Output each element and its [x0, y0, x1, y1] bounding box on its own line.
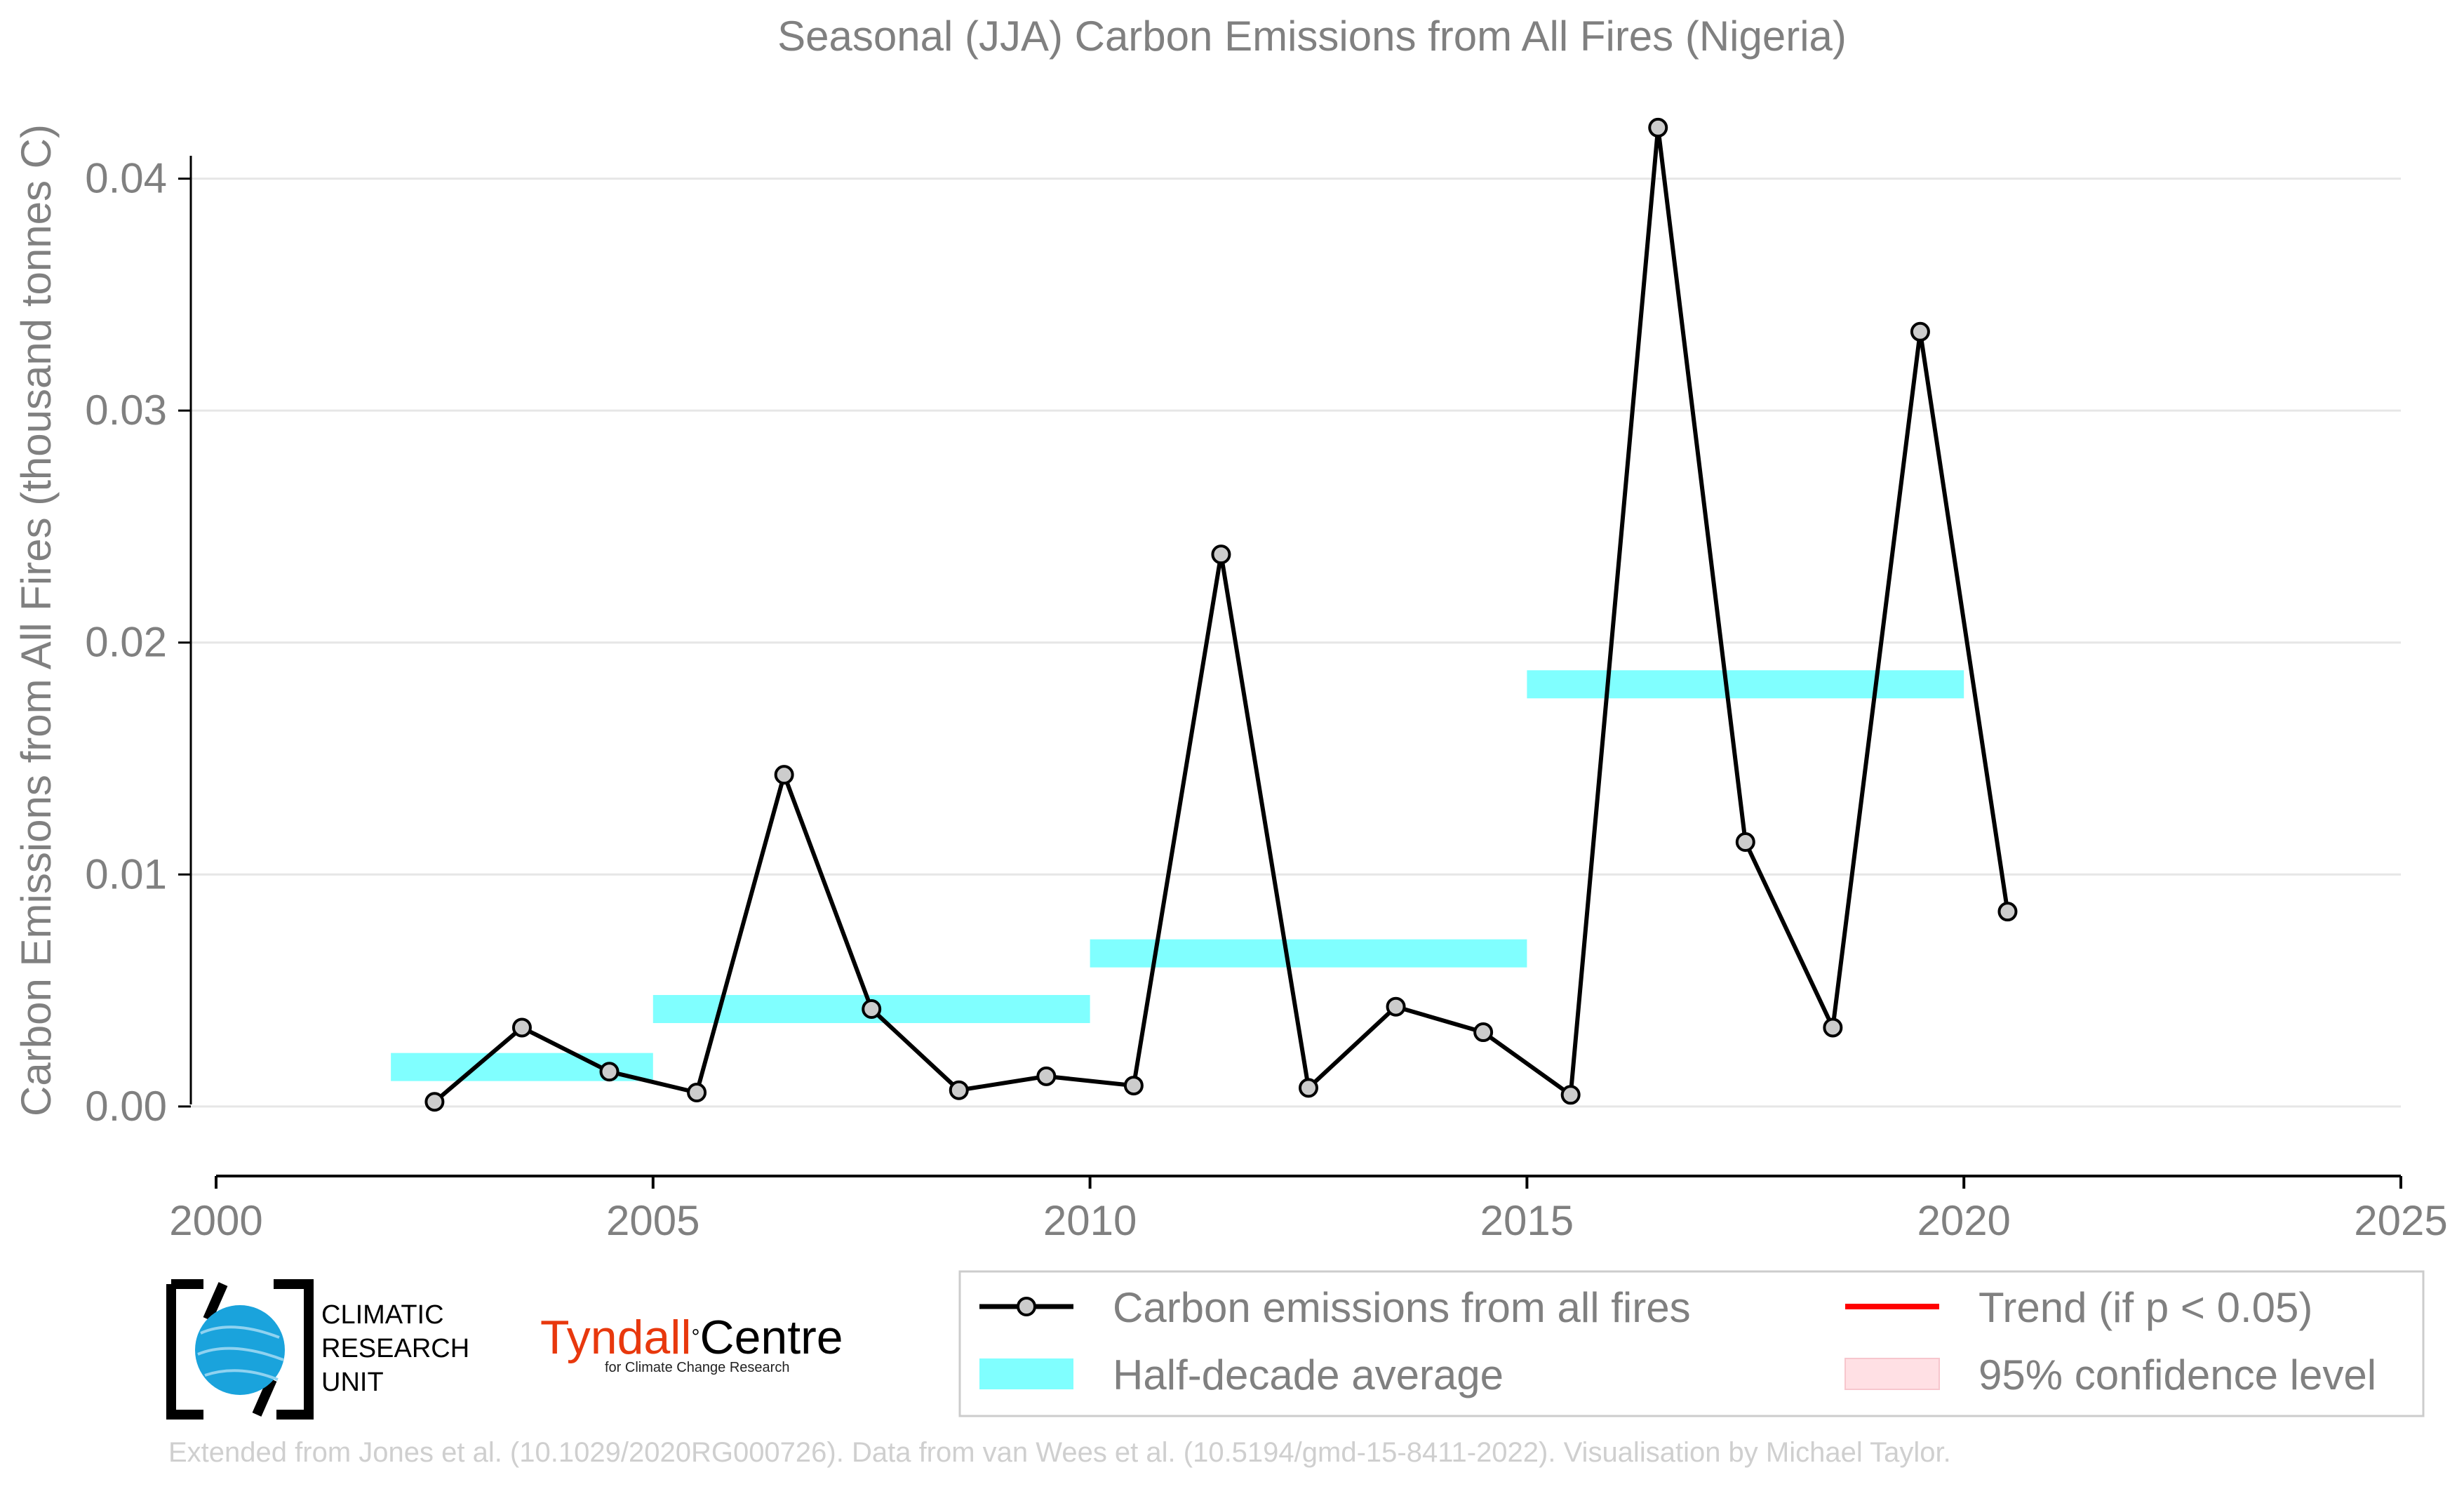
- legend-label: 95% confidence level: [1978, 1351, 2376, 1398]
- tyndall-logo: Tyndall°Centre for Climate Change Resear…: [540, 1312, 843, 1376]
- data-point: [511, 1017, 532, 1038]
- legend-swatch: [1844, 1358, 1940, 1390]
- tyndall-logo-centre: Centre: [699, 1311, 843, 1364]
- y-tick-label: 0.04: [85, 155, 167, 202]
- axes: [189, 156, 2401, 1177]
- x-tick-label: 2005: [606, 1197, 699, 1244]
- tyndall-logo-name: Tyndall: [540, 1311, 692, 1364]
- data-point: [1299, 1078, 1318, 1098]
- x-tick-label: 2010: [1043, 1197, 1137, 1244]
- legend: Carbon emissions from all fires Trend (if…: [958, 1270, 2425, 1417]
- data-point: [862, 999, 882, 1020]
- data-point: [1648, 117, 1668, 138]
- data-point: [1823, 1017, 1843, 1038]
- x-tick-label: 2015: [1480, 1197, 1574, 1244]
- data-point: [687, 1083, 707, 1103]
- tyndall-logo-degree: °: [691, 1325, 700, 1349]
- y-axis-ticks: 0.00 0.01 0.02 0.03 0.04: [85, 155, 191, 1130]
- data-point: [1560, 1085, 1581, 1105]
- data-point: [1211, 545, 1231, 565]
- data-point: [1386, 996, 1406, 1017]
- data-point: [949, 1080, 969, 1100]
- half-decade-average-bars: [391, 670, 1964, 1081]
- y-axis-label: Carbon Emissions from All Fires (thousan…: [13, 124, 60, 1116]
- x-tick-label: 2000: [169, 1197, 262, 1244]
- half-decade-bar: [1090, 939, 1527, 968]
- data-point: [1910, 321, 1930, 342]
- cru-logo-text: CLIMATIC RESEARCH UNIT: [321, 1298, 469, 1399]
- cru-logo-line: UNIT: [321, 1368, 384, 1397]
- data-point: [774, 765, 794, 785]
- data-point: [1735, 832, 1755, 853]
- cru-logo-line: CLIMATIC: [321, 1300, 444, 1330]
- half-decade-bar: [1527, 670, 1964, 699]
- footer-credits: Extended from Jones et al. (10.1029/2020…: [168, 1437, 1951, 1468]
- x-axis-ticks: 2000 2005 2010 2015 2020 2025: [169, 1176, 2448, 1244]
- data-point: [1123, 1076, 1144, 1096]
- cru-logo-icon: [166, 1279, 314, 1420]
- chart-title: Seasonal (JJA) Carbon Emissions from All…: [777, 13, 1847, 60]
- y-tick-label: 0.02: [85, 619, 167, 666]
- emissions-series: [424, 117, 2018, 1112]
- data-point: [599, 1062, 620, 1082]
- legend-label: Half-decade average: [1113, 1351, 1504, 1398]
- legend-label: Carbon emissions from all fires: [1113, 1284, 1691, 1331]
- data-point: [1473, 1022, 1494, 1043]
- data-point: [424, 1092, 445, 1112]
- y-tick-label: 0.03: [85, 387, 167, 434]
- legend-frame: [958, 1270, 2425, 1417]
- legend-swatch-marker: [1017, 1297, 1036, 1316]
- legend-label: Trend (if p < 0.05): [1978, 1284, 2312, 1331]
- legend-swatch: [979, 1358, 1073, 1389]
- x-tick-label: 2025: [2354, 1197, 2447, 1244]
- cru-logo-line: RESEARCH: [321, 1334, 470, 1363]
- x-tick-label: 2020: [1917, 1197, 2010, 1244]
- y-tick-label: 0.01: [85, 850, 167, 897]
- data-point: [1036, 1066, 1057, 1086]
- data-point: [1997, 902, 2018, 922]
- tyndall-logo-subtitle: for Climate Change Research: [605, 1360, 790, 1375]
- grid: [191, 178, 2401, 1108]
- y-tick-label: 0.00: [85, 1083, 167, 1130]
